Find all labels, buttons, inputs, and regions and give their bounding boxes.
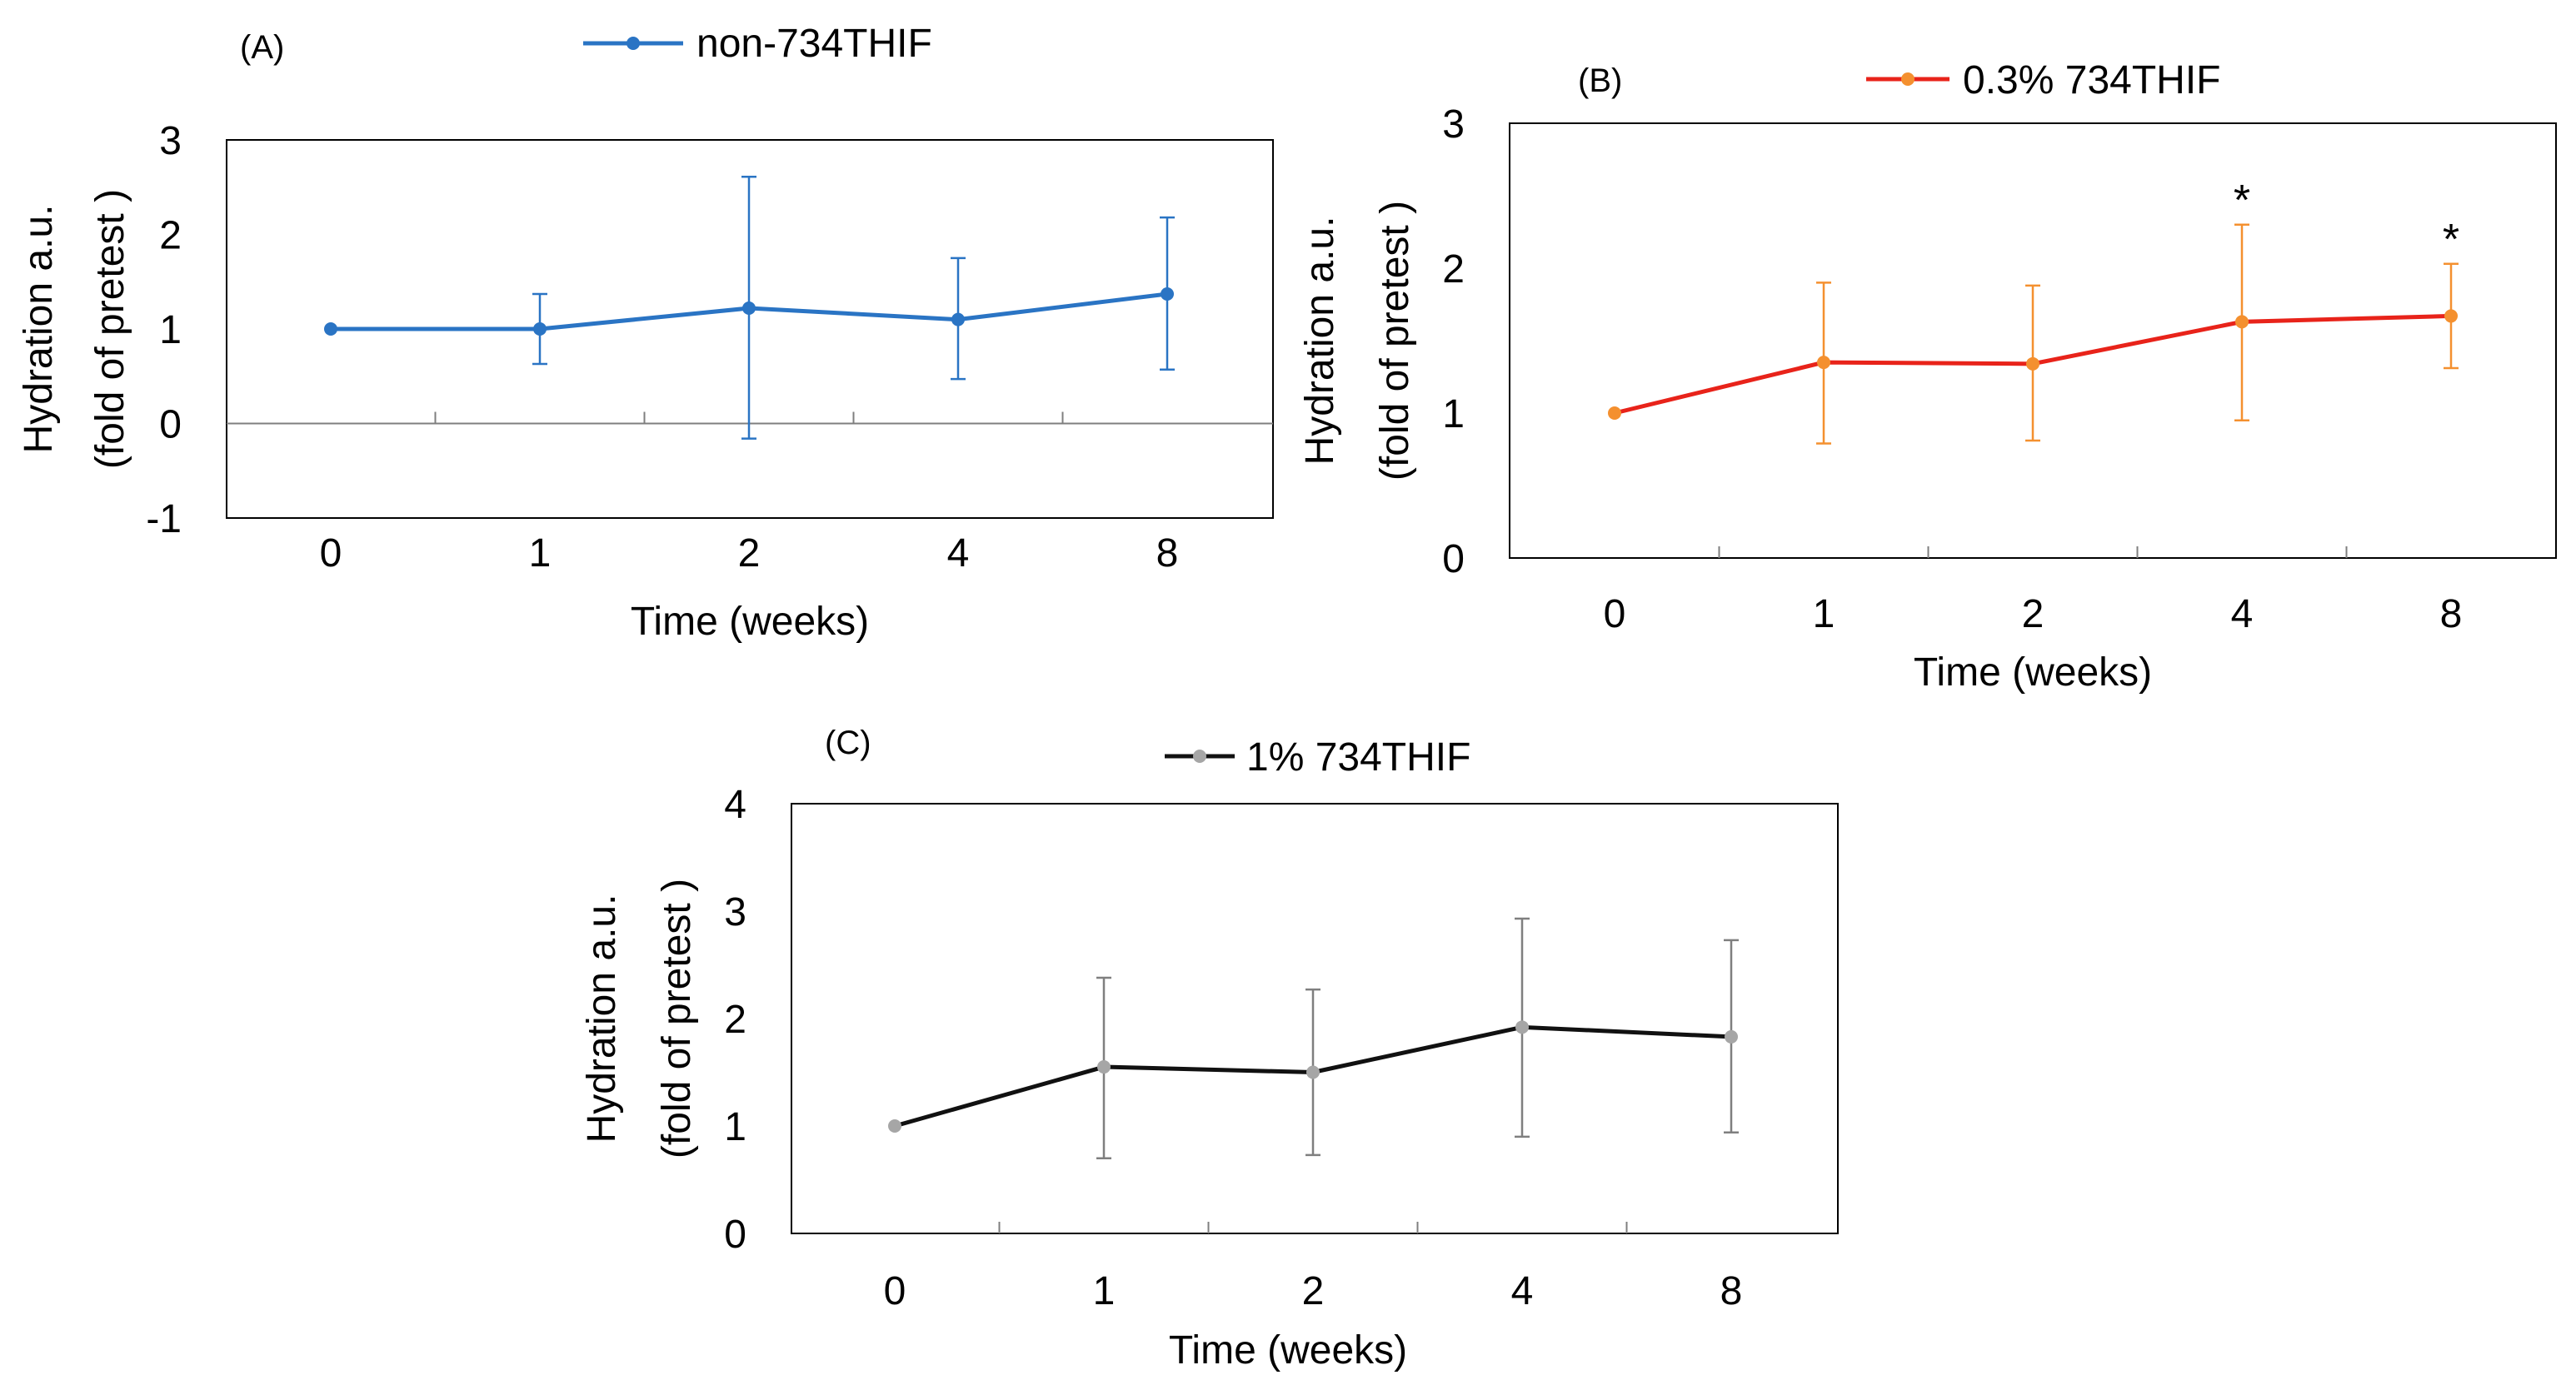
y-tick-label: 3 bbox=[724, 890, 746, 934]
x-tick-label: 8 bbox=[2440, 592, 2463, 636]
y-tick-label: 3 bbox=[1442, 102, 1465, 147]
x-tick-label: 2 bbox=[2022, 592, 2044, 636]
data-point bbox=[888, 1119, 901, 1133]
y-axis-title-line2: (fold of pretest ) bbox=[655, 879, 699, 1158]
x-tick-label: 2 bbox=[738, 531, 761, 575]
y-axis-title-line2: (fold of pretest ) bbox=[1373, 201, 1417, 481]
x-tick-label: 4 bbox=[2231, 592, 2254, 636]
data-point bbox=[324, 322, 337, 336]
data-point bbox=[1725, 1029, 1738, 1044]
panel-label: (B) bbox=[1578, 62, 1622, 99]
x-tick-label: 1 bbox=[529, 531, 552, 575]
y-tick-label: 2 bbox=[724, 998, 746, 1042]
y-axis-title-line2: (fold of pretest ) bbox=[88, 189, 132, 469]
y-tick-label: 1 bbox=[159, 308, 182, 352]
x-tick-label: 0 bbox=[1604, 592, 1626, 636]
plot-area bbox=[1509, 122, 2557, 559]
y-axis-title-line1: Hydration a.u. bbox=[1298, 217, 1342, 466]
plot-area bbox=[226, 139, 1274, 519]
y-tick-label: 0 bbox=[1442, 537, 1465, 581]
x-tick-label: 8 bbox=[1156, 531, 1179, 575]
data-point bbox=[2235, 315, 2249, 329]
y-tick-label: 1 bbox=[724, 1105, 746, 1149]
x-axis-title: Time (weeks) bbox=[1169, 1328, 1407, 1373]
y-axis-title-line1: Hydration a.u. bbox=[17, 205, 61, 454]
x-tick-label: 0 bbox=[320, 531, 342, 575]
legend-label: non-734THIF bbox=[696, 22, 932, 66]
data-point bbox=[1097, 1060, 1111, 1074]
data-point bbox=[951, 312, 965, 326]
plot-area bbox=[791, 803, 1839, 1234]
y-tick-label: 0 bbox=[159, 403, 182, 447]
x-axis-title: Time (weeks) bbox=[631, 600, 869, 644]
legend-marker bbox=[627, 37, 640, 50]
x-tick-label: 1 bbox=[1093, 1269, 1116, 1313]
y-tick-label: 1 bbox=[1442, 392, 1465, 436]
y-tick-label: 4 bbox=[724, 783, 746, 827]
data-point bbox=[2444, 309, 2458, 323]
data-point bbox=[1817, 356, 1830, 370]
data-point bbox=[742, 301, 756, 316]
data-point bbox=[1515, 1020, 1529, 1034]
y-tick-label: 2 bbox=[1442, 247, 1465, 291]
x-tick-label: 8 bbox=[1720, 1269, 1743, 1313]
y-tick-label: 3 bbox=[159, 119, 182, 163]
legend-label: 1% 734THIF bbox=[1246, 735, 1470, 780]
significance-marker: * bbox=[2234, 177, 2250, 225]
significance-marker: * bbox=[2443, 216, 2459, 264]
y-tick-label: -1 bbox=[146, 497, 182, 541]
data-point bbox=[533, 322, 547, 336]
x-tick-label: 0 bbox=[884, 1269, 906, 1313]
chart-panel-c: 0 1 2 3 4 0 1 2 4 8 Time (weeks) Hydration a.u. (fol… bbox=[580, 725, 1839, 1373]
legend-marker bbox=[1901, 72, 1915, 86]
data-point bbox=[1306, 1065, 1320, 1079]
data-point bbox=[2026, 356, 2039, 371]
y-axis-title-line1: Hydration a.u. bbox=[580, 894, 624, 1143]
x-tick-label: 1 bbox=[1813, 592, 1835, 636]
x-tick-label: 4 bbox=[1511, 1269, 1534, 1313]
x-axis-title: Time (weeks) bbox=[1914, 650, 2152, 695]
chart-panel-b: 0 1 2 3 0 1 2 4 8 Time (weeks) Hydration a.u. (fold… bbox=[1298, 58, 2557, 695]
y-tick-label: 2 bbox=[159, 214, 182, 258]
x-tick-label: 2 bbox=[1302, 1269, 1325, 1313]
legend-label: 0.3% 734THIF bbox=[1963, 58, 2220, 102]
panel-label: (A) bbox=[240, 29, 284, 66]
panel-label: (C) bbox=[825, 725, 871, 761]
x-tick-label: 4 bbox=[947, 531, 970, 575]
y-tick-label: 0 bbox=[724, 1213, 746, 1257]
data-point bbox=[1161, 287, 1174, 301]
chart-panel-a: -1 0 1 2 3 0 1 2 4 8 Time (weeks) Hydration a.u. (fo… bbox=[17, 22, 1274, 644]
legend-marker bbox=[1193, 750, 1206, 763]
data-point bbox=[1608, 406, 1621, 420]
